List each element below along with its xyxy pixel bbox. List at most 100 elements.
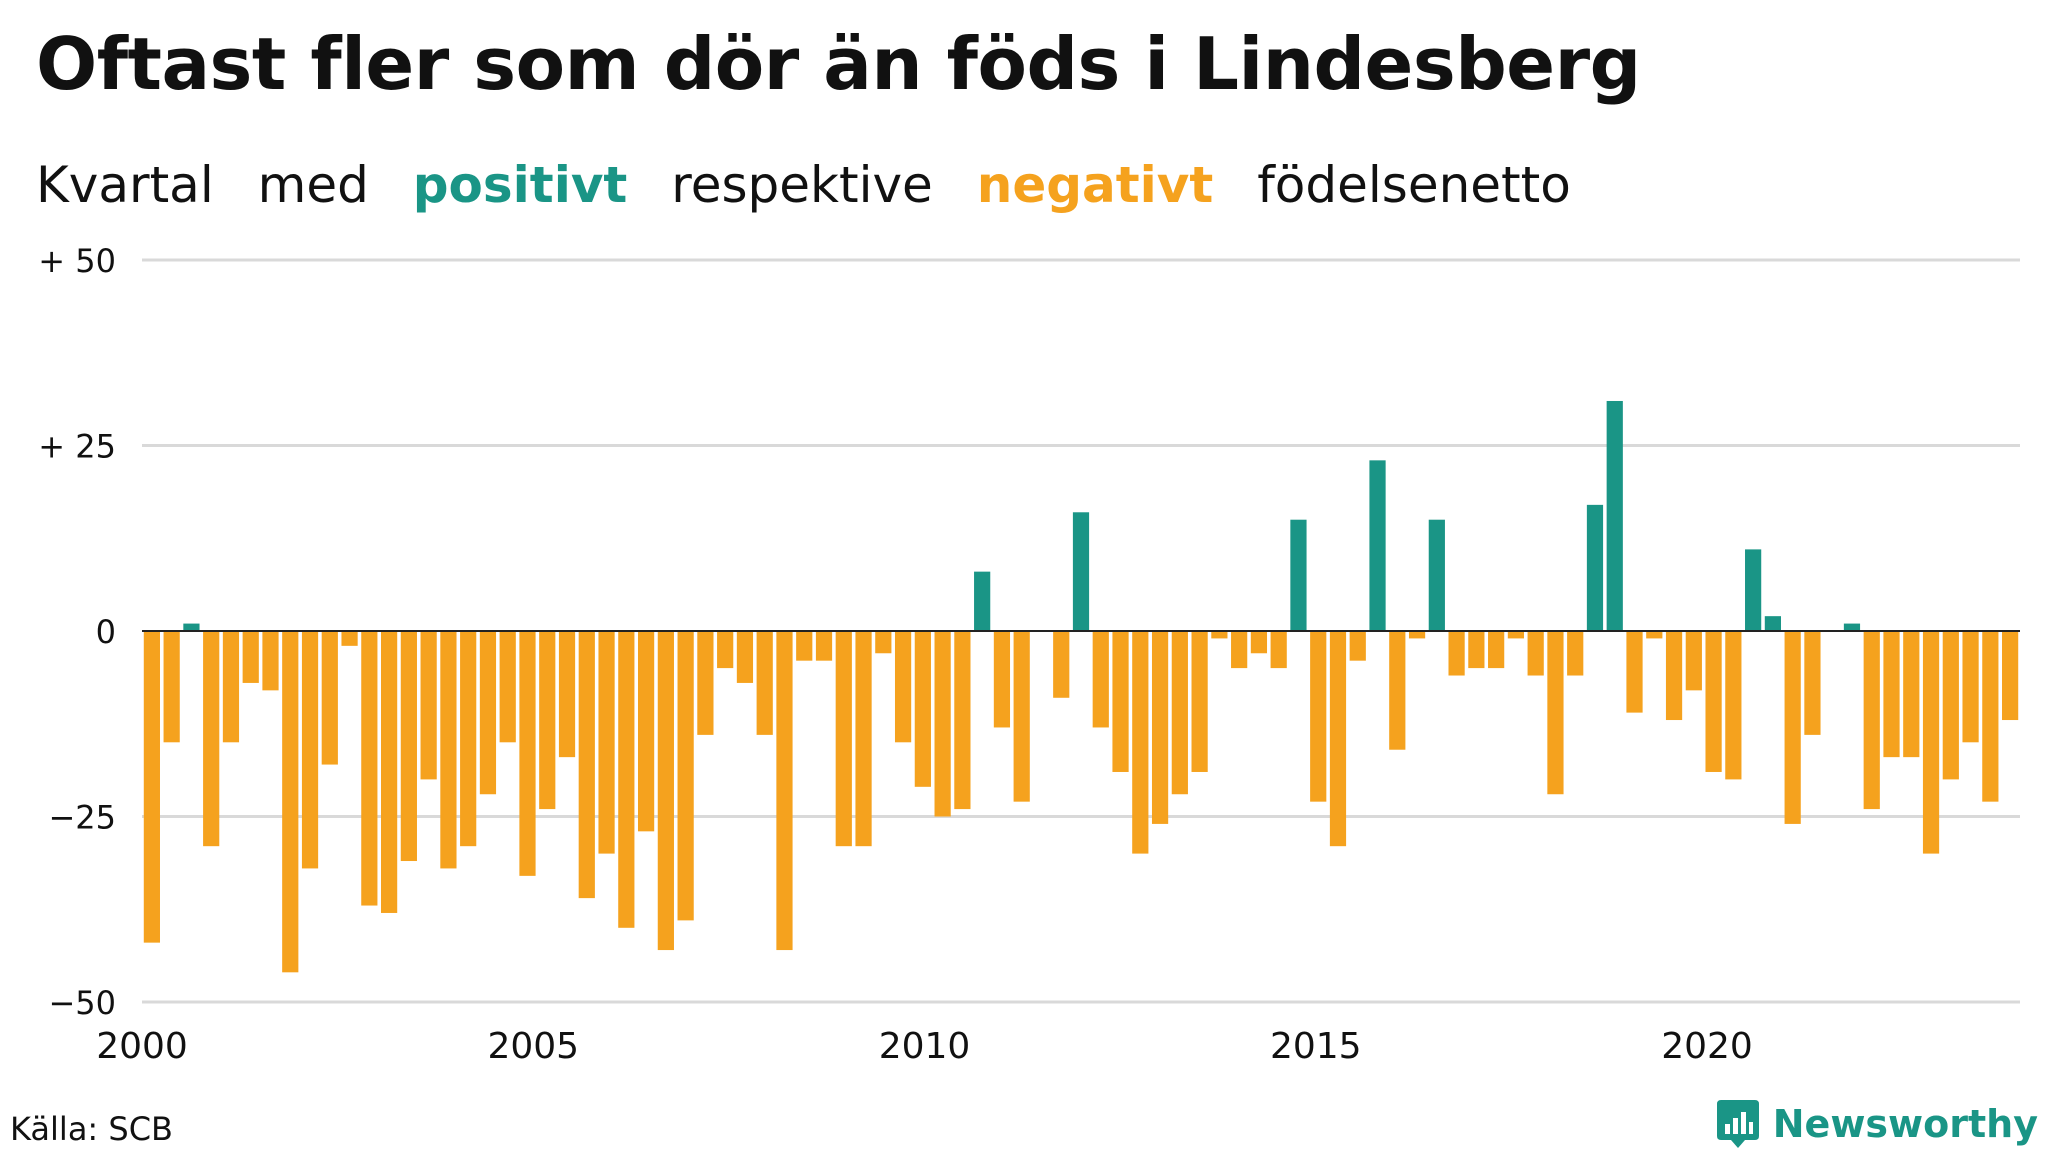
bar: 2011Q3: -9 bbox=[1053, 631, 1070, 698]
bar: 2018Q4: -11 bbox=[1626, 631, 1643, 713]
bar: 2000Q1: -42 bbox=[143, 631, 160, 943]
bar: 2012Q2: -19 bbox=[1112, 631, 1129, 772]
newsworthy-logo-icon bbox=[1716, 1100, 1759, 1148]
bar: 2003Q4: -32 bbox=[440, 631, 457, 869]
subtitle-negative-label: negativt bbox=[976, 156, 1214, 214]
bar: 2010Q4: -13 bbox=[993, 631, 1011, 728]
bar: 2018Q3: 31 bbox=[1606, 400, 1623, 631]
bar: 2021Q3: 1 bbox=[1843, 623, 1861, 631]
bar: 2001Q2: -7 bbox=[242, 631, 259, 683]
bar: 2005Q1: -24 bbox=[539, 631, 556, 810]
bar: 2014Q1: -3 bbox=[1250, 631, 1268, 654]
y-tick-label: + 25 bbox=[38, 428, 116, 466]
bar: 2015Q3: 23 bbox=[1369, 460, 1386, 631]
bar: 2010Q3: 8 bbox=[974, 571, 991, 631]
bar: 2022Q1: -17 bbox=[1883, 631, 1900, 758]
subtitle-positive-label: positivt bbox=[412, 156, 628, 214]
bar: 2012Q3: -30 bbox=[1132, 631, 1149, 854]
bar: 2010Q1: -25 bbox=[934, 631, 951, 817]
bar: 2020Q3: 2 bbox=[1764, 616, 1781, 631]
bar: 2005Q2: -17 bbox=[558, 631, 576, 758]
bar: 2019Q2: -12 bbox=[1665, 631, 1683, 721]
bar: 2004Q1: -29 bbox=[460, 631, 477, 847]
bar: 2013Q3: -1 bbox=[1211, 631, 1228, 639]
bar: 2006Q3: -43 bbox=[657, 631, 674, 951]
bar: 2000Q2: -15 bbox=[163, 631, 180, 743]
bar: 2022Q3: -30 bbox=[1922, 631, 1940, 854]
bar: 2002Q3: -2 bbox=[341, 631, 358, 646]
bar: 2014Q3: 15 bbox=[1290, 519, 1307, 631]
bar: 2003Q2: -31 bbox=[400, 631, 417, 862]
bar: 2017Q1: -5 bbox=[1488, 631, 1505, 669]
bar: 2012Q1: -13 bbox=[1092, 631, 1109, 728]
subtitle-word-respectively: respektive bbox=[671, 156, 933, 214]
bar: 2007Q3: -7 bbox=[736, 631, 754, 683]
bar: 2020Q2: 11 bbox=[1745, 549, 1762, 631]
brand-logo: Newsworthy bbox=[1715, 1098, 2038, 1150]
bar: 2013Q2: -19 bbox=[1191, 631, 1208, 772]
source-note: Källa: SCB bbox=[10, 1110, 173, 1148]
bar: 2004Q4: -33 bbox=[519, 631, 536, 876]
bar: 2023Q3: -12 bbox=[2002, 631, 2019, 721]
bar: 2000Q4: -29 bbox=[203, 631, 220, 847]
bar: 2013Q1: -22 bbox=[1171, 631, 1188, 795]
bar: 2008Q1: -43 bbox=[776, 631, 793, 951]
bar: 2002Q1: -32 bbox=[301, 631, 319, 869]
bar: 2016Q3: -6 bbox=[1448, 631, 1465, 676]
bar: 2014Q4: -23 bbox=[1310, 631, 1327, 802]
bar: 2015Q4: -16 bbox=[1389, 631, 1406, 750]
bar: 2007Q4: -14 bbox=[756, 631, 773, 735]
bar: 2020Q1: -20 bbox=[1725, 631, 1742, 780]
bar: 2012Q4: -26 bbox=[1151, 631, 1169, 824]
bar: 2008Q3: -4 bbox=[815, 631, 833, 661]
y-tick-labels: + 50 + 25 0 −25 −50 bbox=[38, 242, 116, 1022]
bar: 2006Q2: -27 bbox=[637, 631, 655, 832]
x-tick-label: 2015 bbox=[1270, 1026, 1362, 1067]
bar: 2023Q1: -15 bbox=[1962, 631, 1979, 743]
bar: 2017Q3: -6 bbox=[1527, 631, 1544, 676]
chart-title: Oftast fler som dör än föds i Lindesberg bbox=[36, 22, 1641, 106]
bar: 2002Q2: -18 bbox=[321, 631, 338, 765]
x-tick-label: 2005 bbox=[487, 1026, 579, 1067]
bar: 2008Q4: -29 bbox=[835, 631, 852, 847]
bar: 2022Q2: -17 bbox=[1903, 631, 1920, 758]
bar: 2015Q2: -4 bbox=[1349, 631, 1366, 661]
bar: 2004Q3: -15 bbox=[499, 631, 516, 743]
y-tick-label: −25 bbox=[48, 799, 116, 837]
bar: 2007Q1: -14 bbox=[697, 631, 714, 735]
y-tick-label: + 50 bbox=[38, 242, 116, 280]
bar: 2003Q3: -20 bbox=[420, 631, 437, 780]
bar: 2009Q2: -3 bbox=[875, 631, 892, 654]
bar: 2016Q1: -1 bbox=[1408, 631, 1426, 639]
bar: 2006Q1: -40 bbox=[618, 631, 635, 928]
subtitle-word-quarter: Kvartal bbox=[36, 156, 214, 214]
bar: 2004Q2: -22 bbox=[479, 631, 497, 795]
bar: 2007Q2: -5 bbox=[717, 631, 734, 669]
bar: 2001Q1: -15 bbox=[222, 631, 240, 743]
bar: 2017Q4: -22 bbox=[1547, 631, 1564, 795]
bar: 2011Q4: 16 bbox=[1072, 512, 1090, 631]
brand-name: Newsworthy bbox=[1772, 1102, 2038, 1146]
bar: 2016Q2: 15 bbox=[1428, 519, 1445, 631]
bar: 2021Q1: -14 bbox=[1804, 631, 1821, 735]
bar: 2001Q4: -46 bbox=[282, 631, 299, 973]
x-tick-labels: 2000 2005 2010 2015 2020 bbox=[96, 1026, 1753, 1067]
bar: 2018Q2: 17 bbox=[1586, 504, 1604, 631]
bar: 2019Q3: -8 bbox=[1685, 631, 1702, 691]
bar: 2022Q4: -20 bbox=[1942, 631, 1959, 780]
bar: 2017Q2: -1 bbox=[1507, 631, 1525, 639]
bar: 2005Q3: -36 bbox=[578, 631, 595, 899]
bar: 2000Q3: 1 bbox=[183, 623, 200, 631]
bar: 2008Q2: -4 bbox=[796, 631, 813, 661]
bar: 2003Q1: -38 bbox=[381, 631, 398, 913]
x-tick-label: 2000 bbox=[96, 1026, 188, 1067]
bar: 2023Q2: -23 bbox=[1982, 631, 1999, 802]
bar: 2015Q1: -29 bbox=[1329, 631, 1347, 847]
bar: 2018Q1: -6 bbox=[1567, 631, 1584, 676]
bar: 2021Q4: -24 bbox=[1863, 631, 1880, 810]
x-tick-label: 2020 bbox=[1661, 1026, 1753, 1067]
bar: 2006Q4: -39 bbox=[677, 631, 694, 921]
bar: 2010Q2: -24 bbox=[954, 631, 971, 810]
bar: 2014Q2: -5 bbox=[1270, 631, 1287, 669]
